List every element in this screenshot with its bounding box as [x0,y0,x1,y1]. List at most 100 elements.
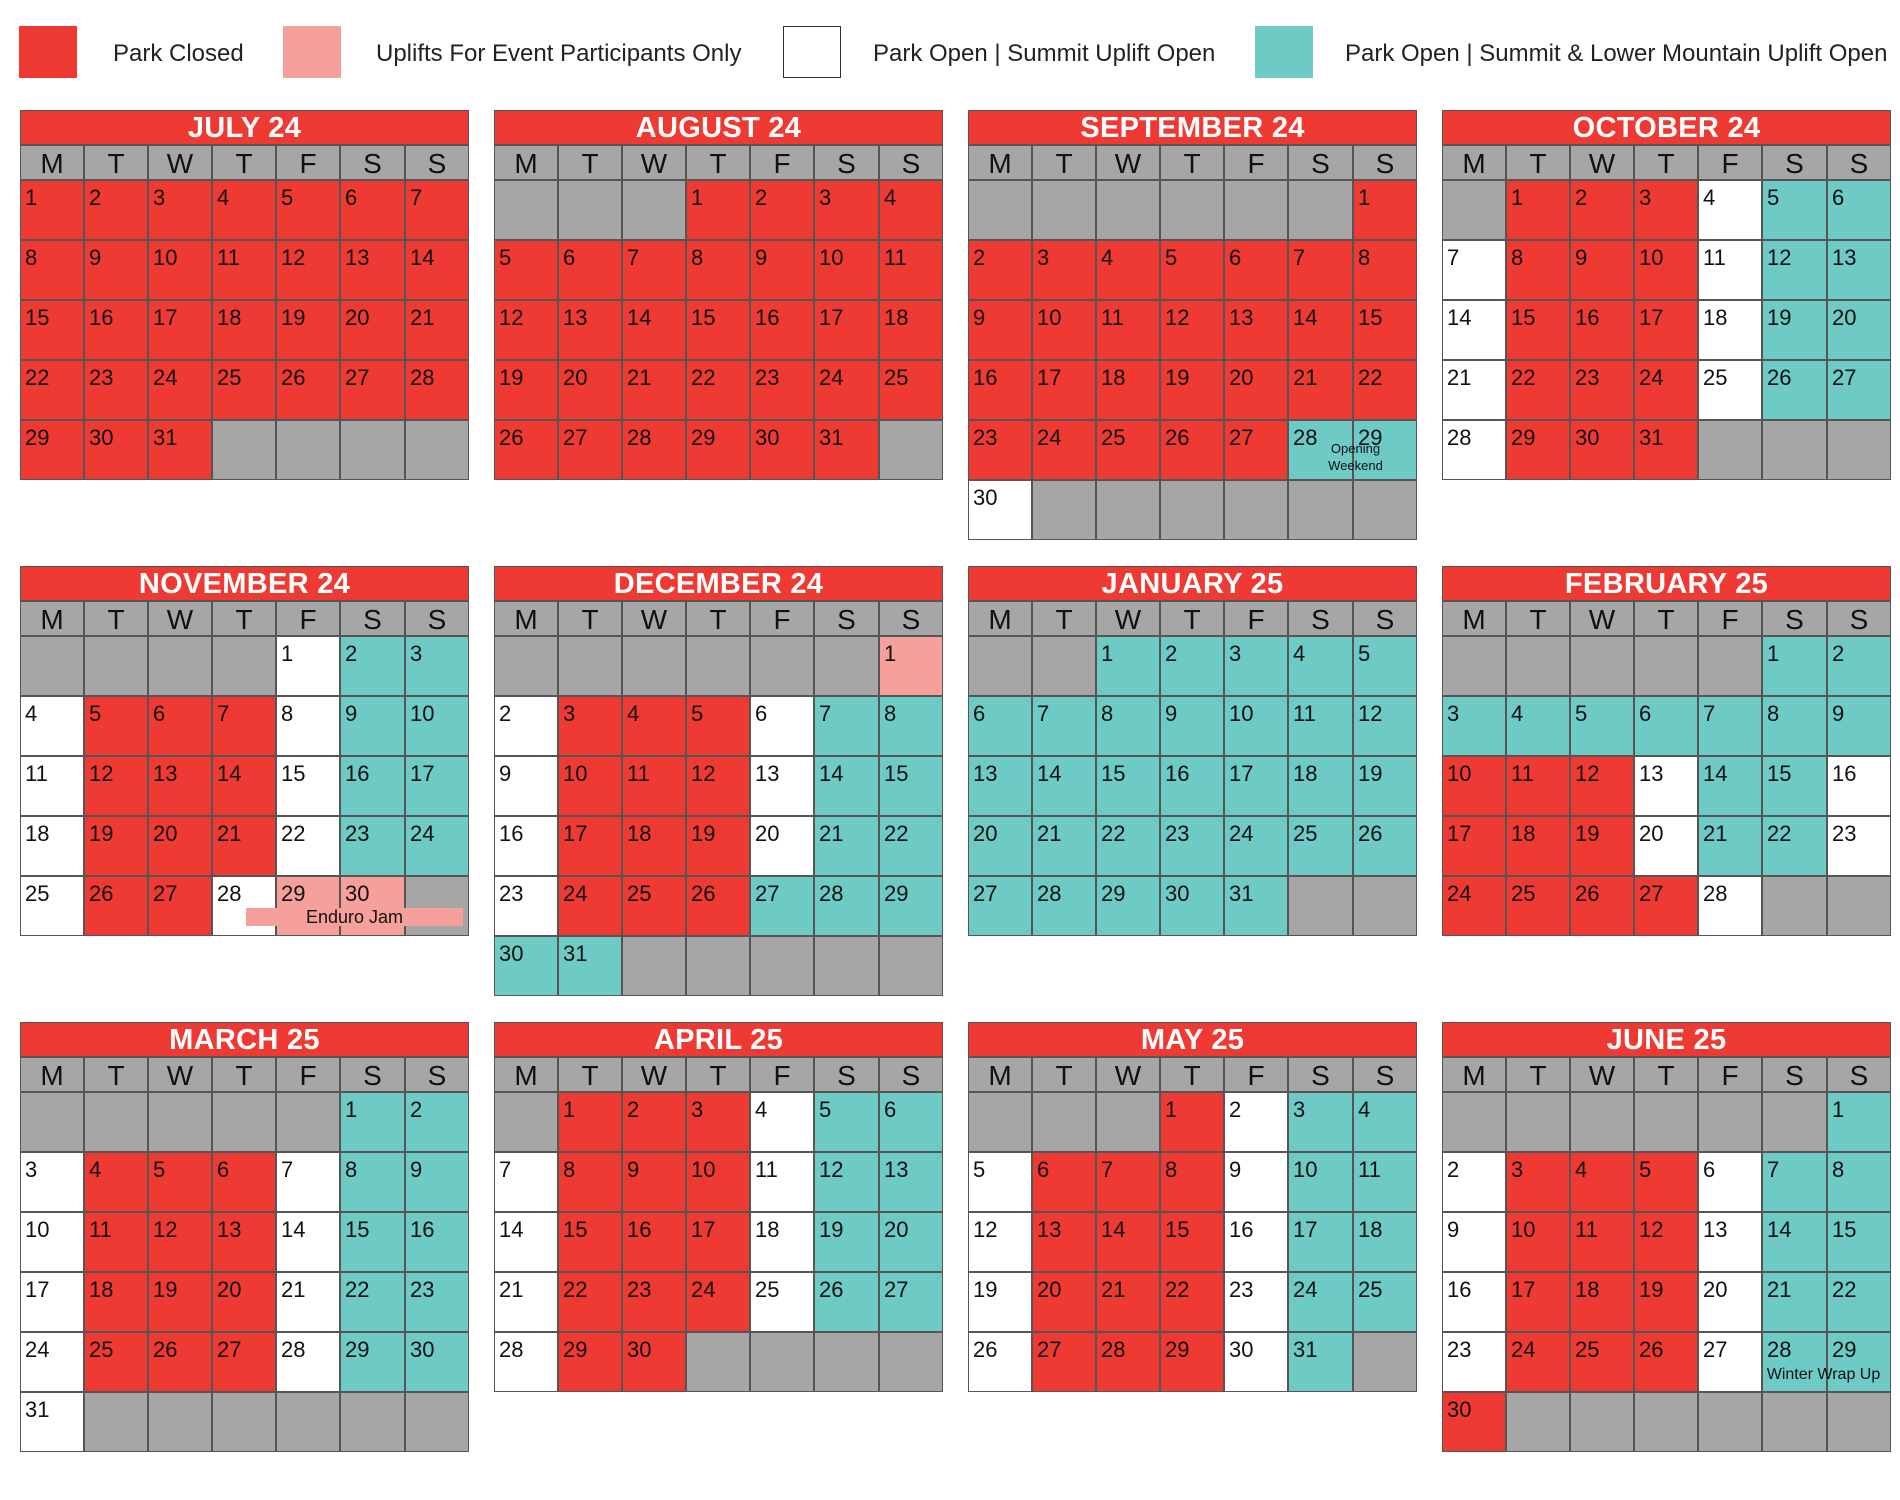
empty-cell [750,936,814,996]
day-number: 24 [1293,1277,1318,1302]
day-cell: 1 [686,180,750,240]
day-number: 17 [153,305,178,330]
day-number: 4 [755,1097,768,1122]
day-number: 15 [563,1217,588,1242]
day-cell: 21 [814,816,879,876]
day-number: 19 [819,1217,844,1242]
day-cell: 28 [212,876,276,936]
day-number: 20 [884,1217,909,1242]
day-cell: 5 [1160,240,1224,300]
day-number: 24 [1511,1337,1536,1362]
day-cell: 12 [276,240,340,300]
day-number: 9 [345,701,358,726]
day-number: 14 [217,761,242,786]
day-number: 28 [819,881,844,906]
day-cell: 24 [686,1272,750,1332]
empty-cell [84,1092,148,1152]
day-number: 5 [281,185,294,210]
empty-cell [558,180,622,240]
day-number: 31 [1229,881,1254,906]
day-number: 20 [153,821,178,846]
day-number: 23 [1575,365,1600,390]
day-cell: 22 [1160,1272,1224,1332]
day-cell: 18 [1288,756,1353,816]
day-cell: 14 [276,1212,340,1272]
day-cell: 24 [405,816,469,876]
day-number: 14 [1703,761,1728,786]
day-number: 29 [1165,1337,1190,1362]
day-number: 13 [563,305,588,330]
day-number: 29 [563,1337,588,1362]
day-number: 21 [217,821,242,846]
empty-cell [1224,480,1288,540]
day-number: 27 [217,1337,242,1362]
day-cell: 14 [1032,756,1096,816]
empty-cell [20,1092,84,1152]
weekday-header: M [968,601,1032,636]
weekday-header: S [1353,601,1417,636]
day-number: 18 [1293,761,1318,786]
day-number: 20 [563,365,588,390]
day-cell: 15 [1096,756,1160,816]
day-cell: 7 [276,1152,340,1212]
day-number: 9 [1165,701,1178,726]
day-cell: 3 [1288,1092,1353,1152]
day-cell: 13 [1634,756,1698,816]
day-cell: 21 [1698,816,1762,876]
day-cell: 5 [1353,636,1417,696]
day-cell: 16 [750,300,814,360]
empty-cell [20,636,84,696]
day-number: 16 [1575,305,1600,330]
month-grid: M T W T F S S 1 2 3 4 5 6 7 8 9 10 11 12 13 14 15 16 17 18 19 20 21… [1442,145,1891,480]
day-number: 30 [89,425,114,450]
weekday-header: S [1353,1057,1417,1092]
day-cell: 24 [1506,1332,1570,1392]
day-number: 4 [217,185,230,210]
day-number: 11 [1293,701,1316,726]
day-number: 12 [691,761,716,786]
day-cell: 24 [1224,816,1288,876]
day-number: 21 [1447,365,1472,390]
day-cell: 24 [558,876,622,936]
empty-cell [1096,1092,1160,1152]
day-cell: 19 [1762,300,1827,360]
day-cell: 17 [405,756,469,816]
weekday-header: S [405,1057,469,1092]
day-number: 5 [819,1097,832,1122]
day-cell: 21 [1288,360,1353,420]
day-cell: 18 [20,816,84,876]
day-number: 6 [1229,245,1242,270]
day-cell: 28 [276,1332,340,1392]
day-cell: 23 [968,420,1032,480]
empty-cell [84,636,148,696]
empty-cell [1353,1332,1417,1392]
empty-cell [212,420,276,480]
day-cell: 24 [20,1332,84,1392]
empty-cell [558,636,622,696]
weekday-header: T [558,1057,622,1092]
day-cell: 27 [148,876,212,936]
day-cell: 29 [1096,876,1160,936]
day-cell: 1 [1096,636,1160,696]
day-number: 22 [1511,365,1536,390]
day-number: 5 [1358,641,1371,666]
day-cell: 6 [1634,696,1698,756]
month-grid: M T W T F S S 1 2 3 4 5 6 7 8 9 10 11 12 13 14 15 16 17 18 19 20 21… [20,601,469,936]
month-title: JUNE 25 [1442,1022,1891,1057]
weekday-header: T [1160,601,1224,636]
day-cell: 25 [1353,1272,1417,1332]
day-cell: 14 [1442,300,1506,360]
day-cell: 8 [276,696,340,756]
day-cell: 10 [1506,1212,1570,1272]
day-number: 23 [1165,821,1190,846]
day-number: 8 [1101,701,1114,726]
day-number: 7 [410,185,423,210]
day-number: 26 [691,881,716,906]
day-number: 24 [1447,881,1472,906]
weekday-header: T [84,145,148,180]
weekday-header: M [1442,1057,1506,1092]
day-number: 14 [281,1217,306,1242]
day-cell: 25 [1506,876,1570,936]
day-cell: 23 [1442,1332,1506,1392]
day-number: 24 [1639,365,1664,390]
